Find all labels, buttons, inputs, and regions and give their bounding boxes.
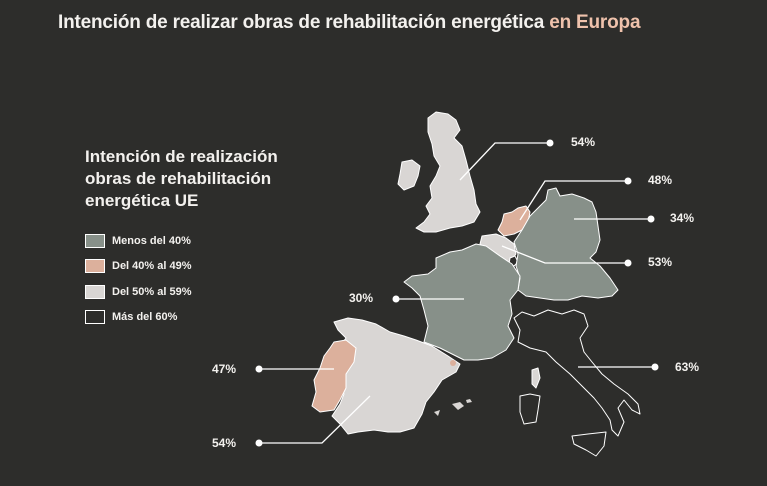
region-france xyxy=(403,243,521,361)
leader-dot-be xyxy=(624,259,632,267)
legend-item-less-40: Menos del 40% xyxy=(85,228,325,254)
legend-item-more-60: Más del 60% xyxy=(85,305,325,331)
leader-nl xyxy=(519,180,628,221)
swatch-less-40 xyxy=(85,233,105,248)
legend-item-40-49: Del 40% al 49% xyxy=(85,254,325,280)
legend: Intención de realización obras de rehabi… xyxy=(85,146,325,330)
legend-label: Del 40% al 49% xyxy=(112,260,192,273)
value-label-de: 34% xyxy=(670,211,695,225)
region-corsica xyxy=(531,367,541,389)
leader-es xyxy=(259,395,371,444)
region-uk xyxy=(415,111,481,233)
legend-items: Menos del 40% Del 40% al 49% Del 50% al … xyxy=(85,228,325,330)
title-main: Intención de realizar obras de rehabilit… xyxy=(58,12,550,33)
leader-dot-uk xyxy=(546,139,554,147)
swatch-40-49 xyxy=(85,259,105,274)
swatch-50-59 xyxy=(85,284,105,299)
value-label-be: 53% xyxy=(648,255,673,269)
region-sicily xyxy=(571,431,607,457)
leader-be xyxy=(501,245,628,264)
leader-uk xyxy=(459,142,548,181)
region-italy xyxy=(513,309,641,437)
leader-dot-pt xyxy=(255,365,263,373)
region-sardinia xyxy=(519,393,541,425)
value-label-nl: 48% xyxy=(648,173,673,187)
value-label-es: 54% xyxy=(212,436,237,450)
value-label-fr: 30% xyxy=(349,291,374,305)
swatch-more-60 xyxy=(85,310,105,325)
value-label-it: 63% xyxy=(675,360,700,374)
page-title: Intención de realizar obras de rehabilit… xyxy=(58,12,641,34)
leader-dot-de xyxy=(647,215,655,223)
title-accent: en Europa xyxy=(549,12,641,33)
leader-dot-it xyxy=(651,363,659,371)
value-label-uk: 54% xyxy=(571,135,596,149)
value-label-pt: 47% xyxy=(212,362,237,376)
leader-dot-es xyxy=(255,439,263,447)
legend-label: Más del 60% xyxy=(112,311,178,324)
legend-item-50-59: Del 50% al 59% xyxy=(85,279,325,305)
legend-label: Del 50% al 59% xyxy=(112,285,192,298)
region-andorra xyxy=(450,360,456,366)
leader-dot-fr xyxy=(392,295,400,303)
legend-title: Intención de realización obras de rehabi… xyxy=(85,147,278,210)
region-portugal xyxy=(311,339,357,413)
legend-label: Menos del 40% xyxy=(112,234,191,247)
region-germany xyxy=(513,187,619,301)
region-ireland xyxy=(397,159,421,191)
region-balearics xyxy=(434,399,472,416)
leader-dot-nl xyxy=(624,177,632,185)
